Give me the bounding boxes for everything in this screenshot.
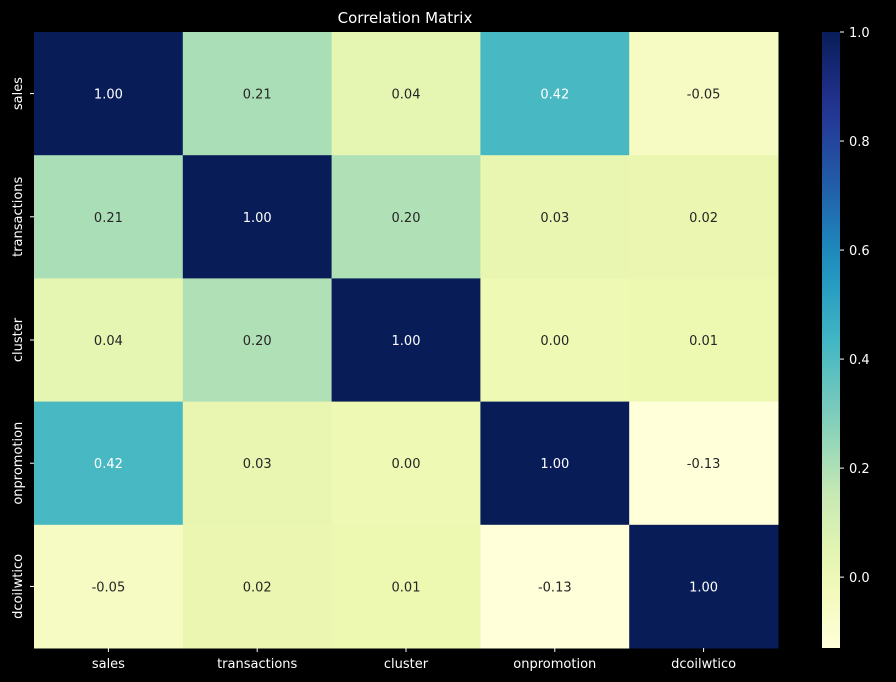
cell-value-label: -0.05 (92, 580, 126, 595)
cell-value-label: -0.05 (687, 88, 721, 103)
heatmap-cell (480, 278, 630, 403)
colorbar-tick-label: 1.0 (849, 26, 870, 41)
heatmap-cell (331, 32, 481, 156)
cell-value-label: 0.02 (243, 580, 272, 595)
cell-value-label: 0.01 (689, 334, 718, 349)
cell-value-label: 0.21 (94, 211, 123, 226)
heatmap-cell (629, 32, 779, 156)
heatmap-cell (34, 155, 184, 279)
x-tick-label: transactions (217, 657, 297, 672)
chart-title: Correlation Matrix (338, 9, 473, 27)
heatmap-cell (480, 32, 630, 156)
x-tick-label: onpromotion (513, 657, 596, 672)
heatmap-cell (629, 401, 779, 526)
heatmap-cells (34, 32, 779, 649)
cell-value-label: 0.04 (94, 334, 123, 349)
heatmap-cell (331, 155, 481, 279)
cell-value-label: 0.04 (392, 88, 421, 103)
colorbar-gradient (822, 32, 840, 648)
heatmap-cell (331, 278, 481, 403)
cell-value-label: 0.03 (243, 457, 272, 472)
x-axis: sales transactions cluster onpromotion dcoil… (92, 648, 736, 672)
y-axis: sales transactions cluster onpromotion dcoil… (11, 77, 34, 619)
heatmap-cell (331, 524, 481, 649)
heatmap-cell (182, 524, 333, 649)
heatmap-cell (182, 155, 333, 279)
heatmap-cell (182, 278, 333, 403)
cell-value-label: -0.13 (538, 580, 572, 595)
cell-value-label: 0.42 (540, 88, 569, 103)
heatmap-cell (480, 401, 630, 526)
colorbar-tick-label: 0.4 (849, 353, 870, 368)
colorbar-tick-label: 0.8 (849, 135, 870, 150)
heatmap-cell (629, 155, 779, 279)
y-tick-label: sales (11, 77, 26, 110)
cell-value-label: 1.00 (540, 457, 569, 472)
cell-value-label: 1.00 (243, 211, 272, 226)
colorbar-tick-label: 0.6 (849, 244, 870, 259)
y-tick-label: dcoilwtico (11, 554, 26, 619)
heatmap-cell (182, 401, 333, 526)
cell-value-label: 1.00 (94, 88, 123, 103)
heatmap-cell (480, 155, 630, 279)
heatmap-cell (331, 401, 481, 526)
cell-value-label: 1.00 (689, 580, 718, 595)
heatmap-cell (34, 32, 184, 156)
colorbar-tick-label: 0.0 (849, 571, 870, 586)
heatmap-cell (34, 401, 184, 526)
cell-value-label: 0.01 (392, 580, 421, 595)
cell-value-label: 0.20 (243, 334, 272, 349)
cell-value-label: -0.13 (687, 457, 721, 472)
cell-value-label: 0.20 (392, 211, 421, 226)
cell-value-label: 0.42 (94, 457, 123, 472)
colorbar: 0.0 0.2 0.4 0.6 0.8 1.0 (822, 26, 870, 648)
heatmap-cell (629, 278, 779, 403)
heatmap-cell (480, 524, 630, 649)
cell-value-label: 0.03 (540, 211, 569, 226)
x-tick-label: sales (92, 657, 125, 672)
y-tick-label: onpromotion (11, 422, 26, 505)
colorbar-tick-label: 0.2 (849, 462, 870, 477)
x-tick-label: dcoilwtico (671, 657, 736, 672)
cell-value-labels: 1.00 0.21 0.04 0.42 -0.05 0.21 1.00 0.20 0.03 0.0… (92, 88, 721, 596)
heatmap-cell (34, 278, 184, 403)
heatmap-cell (629, 524, 779, 649)
x-tick-label: cluster (384, 657, 429, 672)
y-tick-label: cluster (11, 317, 26, 362)
cell-value-label: 0.02 (689, 211, 718, 226)
cell-value-label: 0.00 (392, 457, 421, 472)
y-tick-label: transactions (11, 176, 26, 256)
cell-value-label: 0.00 (540, 334, 569, 349)
cell-value-label: 0.21 (243, 88, 272, 103)
heatmap-cell (182, 32, 333, 156)
heatmap-cell (34, 524, 184, 649)
cell-value-label: 1.00 (392, 334, 421, 349)
